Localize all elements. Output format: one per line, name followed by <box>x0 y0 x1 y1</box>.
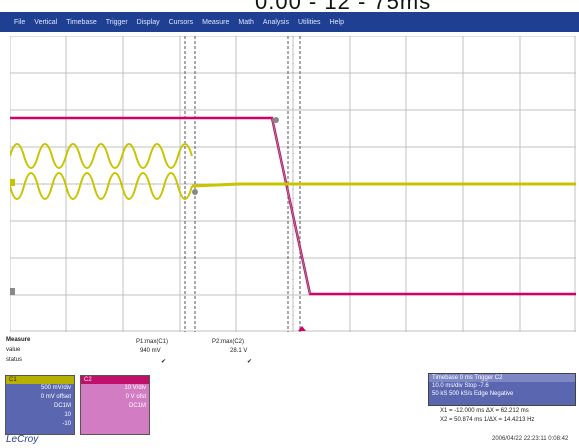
scope-display[interactable] <box>10 36 576 332</box>
channel-2-coupling: DC1M <box>128 403 146 409</box>
cursor-readout: X1 = -12.000 ms ΔX = 62.212 ms X2 = 50.8… <box>440 407 534 425</box>
status-check-icon-2: ✔ <box>247 359 253 365</box>
channel-1-scale: 500 mV/div <box>40 385 71 391</box>
top-caption: 0.00 - 12 - 75ms <box>0 0 579 12</box>
channel-1-sine-trace-lower <box>10 172 193 200</box>
measure-table: Measure value status P1:max(C1) 940 mV ✔… <box>6 337 296 377</box>
menu-utilities[interactable]: Utilities <box>298 18 321 26</box>
menu-trigger[interactable]: Trigger <box>105 18 128 26</box>
menu-bar: File Vertical Timebase Trigger Display C… <box>0 12 579 32</box>
channel-2-label: C2 <box>81 376 149 384</box>
timebase-header: Timebase 0 ms Trigger C2 <box>429 374 575 382</box>
cursor-readout-line-1: X1 = -12.000 ms ΔX = 62.212 ms <box>440 408 529 414</box>
channel-1-ground-marker <box>10 179 15 186</box>
measure-p1-value: 940 mV <box>140 348 161 354</box>
status-check-icon: ✔ <box>161 359 167 365</box>
channel-2-ground-marker <box>10 288 15 295</box>
channel-2-trace-edge <box>271 117 311 295</box>
channel-1-sine-trace <box>10 143 193 169</box>
timebase-row-3: 50 kS 500 kS/s Edge Negative <box>432 391 514 397</box>
menu-file[interactable]: File <box>14 18 26 26</box>
menu-measure[interactable]: Measure <box>202 18 230 26</box>
menu-cursors[interactable]: Cursors <box>168 18 194 26</box>
timestamp: 2006/04/22 22:23:11 0:08:42 <box>492 436 569 442</box>
channel-1-extra-2: -10 <box>62 421 71 427</box>
timebase-trigger-panel[interactable]: Timebase 0 ms Trigger C2 10.0 ms/div Sto… <box>428 373 576 406</box>
channel-2-descriptor[interactable]: C2 10 V/div 0 V ofst DC1M <box>80 375 150 435</box>
menu-help[interactable]: Help <box>329 18 344 26</box>
trigger-marker-icon[interactable] <box>298 326 306 331</box>
channel-2-offset: 0 V ofst <box>125 394 146 400</box>
measure-p1-name[interactable]: P1:max(C1) <box>136 339 169 345</box>
cursor-marker-icon-2[interactable] <box>273 117 279 123</box>
menu-display[interactable]: Display <box>136 18 160 26</box>
cursor-marker-icon[interactable] <box>192 189 198 195</box>
lecroy-logo: LeCroy <box>6 434 39 445</box>
channel-1-label: C1 <box>6 376 74 384</box>
caption-text: 0.00 - 12 - 75ms <box>255 0 431 12</box>
measure-value-label: value <box>6 347 21 353</box>
channel-1-coupling: DC1M <box>53 403 71 409</box>
measure-p2-value: 28.1 V <box>230 348 248 354</box>
channel-1-descriptor[interactable]: C1 500 mV/div 0 mV offset DC1M 10 -10 <box>5 375 75 435</box>
cursor-readout-line-2: X2 = 50.874 ms 1/ΔX = 14.4213 Hz <box>440 417 535 423</box>
menu-timebase[interactable]: Timebase <box>66 18 97 26</box>
menu-analysis[interactable]: Analysis <box>262 18 289 26</box>
channel-1-flat-trace <box>191 182 576 188</box>
menu-math[interactable]: Math <box>238 18 254 26</box>
measure-status-label: status <box>6 357 23 363</box>
channel-2-scale: 10 V/div <box>124 385 146 391</box>
menu-vertical[interactable]: Vertical <box>34 18 58 26</box>
channel-1-extra-1: 10 <box>64 412 71 418</box>
measure-p2-name[interactable]: P2:max(C2) <box>212 339 245 345</box>
timebase-row-2: 10.0 ms/div Stop -7.6 <box>432 383 489 389</box>
channel-1-offset: 0 mV offset <box>40 394 71 400</box>
measure-title: Measure <box>6 337 31 343</box>
